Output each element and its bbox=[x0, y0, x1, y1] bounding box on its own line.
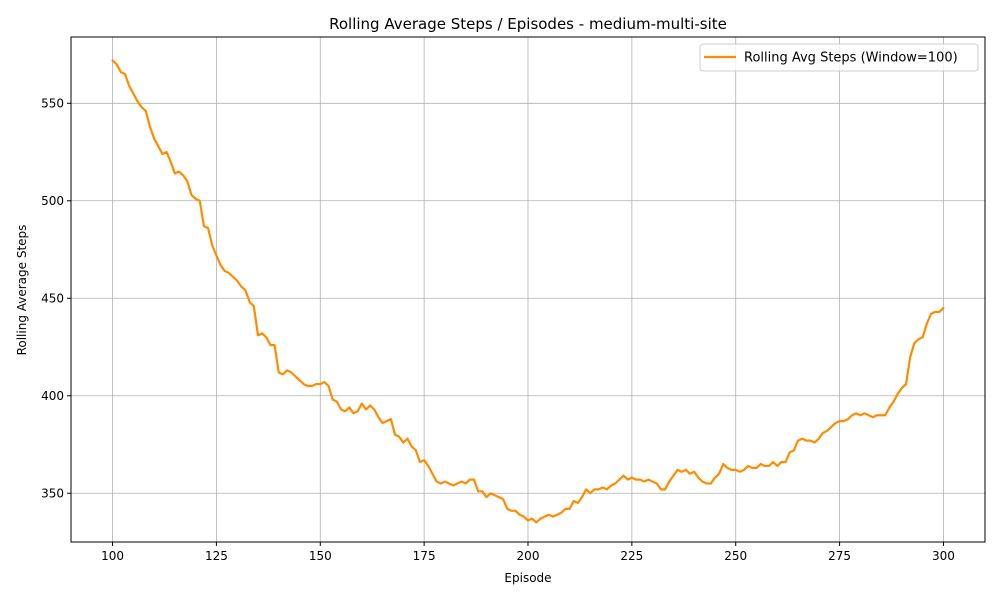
x-tick-label: 300 bbox=[932, 549, 955, 563]
legend-entry-label: Rolling Avg Steps (Window=100) bbox=[744, 51, 958, 66]
x-tick-label: 225 bbox=[620, 549, 643, 563]
y-tick-label: 400 bbox=[41, 389, 64, 403]
y-tick-label: 500 bbox=[41, 194, 64, 208]
y-axis-label: Rolling Average Steps bbox=[15, 225, 29, 356]
x-axis-label: Episode bbox=[504, 571, 551, 585]
y-gridlines bbox=[71, 102, 985, 494]
x-gridlines bbox=[112, 37, 944, 542]
plot-series bbox=[111, 59, 945, 524]
x-axis-ticks: 100 125 150 175 200 225 250 275 300 bbox=[101, 542, 955, 563]
legend-box bbox=[699, 43, 979, 72]
y-tick-label: 450 bbox=[41, 291, 64, 305]
y-axis-ticks: 350 400 450 500 550 bbox=[41, 96, 71, 500]
x-tick-label: 275 bbox=[828, 549, 851, 563]
x-tick-label: 125 bbox=[205, 549, 228, 563]
x-tick-label: 200 bbox=[517, 549, 540, 563]
x-tick-label: 175 bbox=[413, 549, 436, 563]
x-tick-label: 250 bbox=[724, 549, 747, 563]
x-tick-label: 150 bbox=[309, 549, 332, 563]
chart-title: Rolling Average Steps / Episodes - mediu… bbox=[329, 15, 727, 33]
legend: Rolling Avg Steps (Window=100) bbox=[699, 43, 979, 72]
y-tick-label: 350 bbox=[41, 486, 64, 500]
series-line bbox=[111, 59, 945, 524]
y-tick-label: 550 bbox=[41, 96, 64, 110]
x-tick-label: 100 bbox=[101, 549, 124, 563]
